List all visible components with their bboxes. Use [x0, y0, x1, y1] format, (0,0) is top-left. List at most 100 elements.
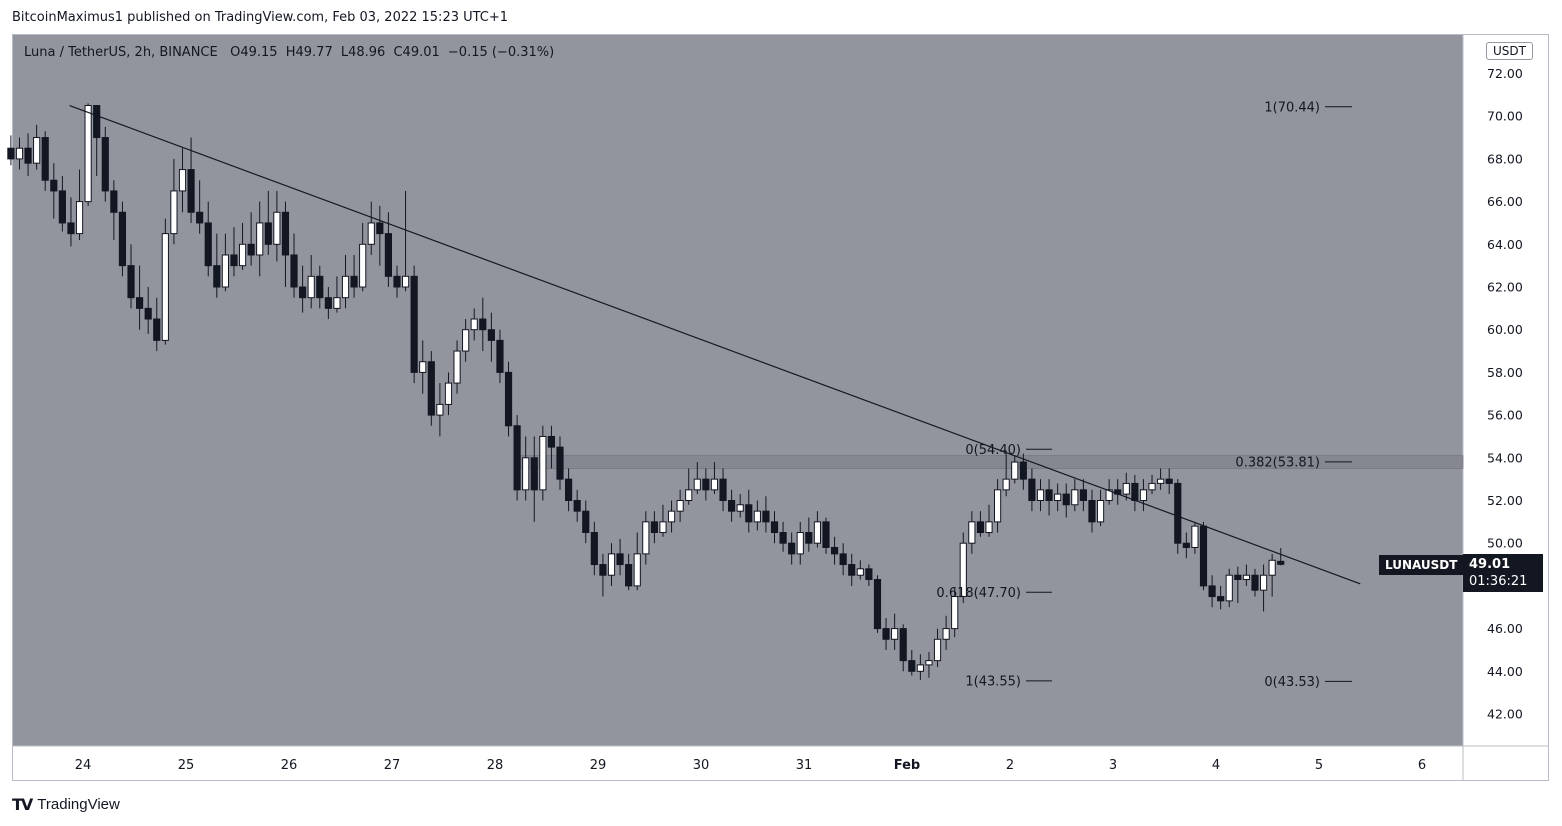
price-tick-label: 44.00 — [1487, 664, 1523, 679]
candle-body — [153, 318, 161, 341]
candle-body — [367, 222, 375, 245]
time-tick-label: 26 — [281, 758, 298, 773]
candle-body — [410, 275, 418, 373]
price-tick-label: 50.00 — [1487, 536, 1523, 551]
price-tick-label: 52.00 — [1487, 493, 1523, 508]
price-tick-label: 68.00 — [1487, 151, 1523, 166]
price-tick-label: 42.00 — [1487, 707, 1523, 722]
price-tick-label: 46.00 — [1487, 621, 1523, 636]
candle-body — [333, 297, 341, 309]
time-tick-label: Feb — [894, 758, 920, 773]
candle-body — [127, 265, 135, 299]
time-tick-label: 28 — [487, 758, 504, 773]
candle-body — [753, 510, 761, 523]
candle-body — [273, 211, 281, 245]
footer-branding[interactable]: TV TradingView — [12, 795, 120, 814]
candle-body — [1234, 574, 1242, 580]
candle-body — [15, 147, 24, 160]
candle-body — [547, 435, 556, 448]
candle-body — [1131, 482, 1139, 502]
time-axis[interactable]: 24 25 26 27 28 29 30 31 Feb 2 3 4 5 6 — [75, 758, 1426, 773]
candle-body — [1268, 559, 1276, 576]
candle-body — [84, 105, 92, 203]
currency-button[interactable]: USDT — [1486, 42, 1533, 60]
candle-body — [667, 510, 676, 523]
candle-body — [504, 371, 513, 427]
candle-body — [573, 500, 581, 512]
candle-body — [993, 489, 1002, 523]
candle-body — [393, 275, 401, 288]
fib-level-label: 1(43.55) — [965, 674, 1021, 689]
candle-body — [565, 478, 573, 501]
candle-body — [462, 329, 470, 352]
candle-body — [873, 578, 882, 630]
candle-body — [899, 628, 907, 662]
candle-body — [1182, 542, 1190, 548]
candle-body — [436, 403, 444, 416]
candle-body — [770, 521, 779, 534]
legend-change: −0.15 (−0.31%) — [447, 45, 555, 60]
candles-layer — [7, 103, 1285, 680]
legend-symbol[interactable]: Luna / TetherUS, 2h, BINANCE — [24, 45, 218, 60]
candle-body — [650, 521, 658, 534]
candle-body — [144, 307, 152, 320]
legend-low-label: L — [340, 45, 349, 60]
candle-body — [427, 361, 435, 416]
candle-body — [1062, 493, 1070, 506]
candle-body — [384, 233, 393, 277]
legend-open-label: O — [230, 45, 241, 60]
price-tick-label: 64.00 — [1487, 237, 1523, 252]
candle-body — [110, 190, 118, 213]
candle-body — [1259, 574, 1268, 591]
candle-body — [299, 286, 307, 299]
candle-body — [822, 521, 830, 548]
candle-body — [178, 169, 187, 192]
candle-body — [702, 478, 710, 491]
candle-body — [676, 500, 684, 512]
candle-body — [101, 137, 109, 192]
candle-body — [93, 105, 101, 139]
candle-body — [848, 564, 856, 576]
time-tick-label: 29 — [590, 758, 607, 773]
candle-body — [118, 211, 127, 267]
candle-body — [1208, 585, 1216, 598]
candle-body — [307, 275, 315, 299]
candle-body — [1242, 574, 1250, 580]
candle-body — [419, 361, 427, 373]
legend-close-value: 49.01 — [402, 45, 440, 60]
tradingview-logo-icon: TV — [12, 795, 33, 814]
candle-body — [281, 211, 290, 256]
price-tick-label: 56.00 — [1487, 408, 1523, 423]
candle-body — [1011, 461, 1019, 480]
candle-body — [41, 137, 49, 181]
candle-body — [1251, 574, 1259, 591]
candle-body — [1071, 489, 1079, 506]
candle-body — [925, 660, 933, 666]
candle-body — [161, 233, 169, 341]
candle-body — [324, 297, 332, 309]
candle-body — [1191, 525, 1199, 548]
time-tick-label: 31 — [796, 758, 813, 773]
candle-body — [916, 664, 924, 672]
legend-high-value: 49.77 — [295, 45, 333, 60]
candle-body — [7, 147, 15, 160]
candle-body — [908, 660, 916, 672]
candle-body — [1122, 482, 1130, 495]
candle-body — [58, 190, 66, 224]
candle-body — [1002, 478, 1010, 491]
candle-body — [1054, 493, 1062, 502]
last-price-tag: 49.01 01:36:21 — [1463, 554, 1543, 592]
candle-body — [256, 222, 264, 256]
candle-body — [625, 564, 633, 587]
candle-body — [247, 243, 255, 256]
candle-body — [359, 243, 367, 288]
candle-body — [693, 478, 701, 491]
candle-body — [221, 254, 229, 288]
price-tick-label: 54.00 — [1487, 450, 1523, 465]
candle-body — [238, 243, 247, 267]
price-axis[interactable]: 42.0044.0046.0048.0050.0052.0054.0056.00… — [1487, 66, 1523, 722]
candle-body — [1165, 478, 1173, 484]
time-tick-label: 30 — [693, 758, 710, 773]
candle-body — [522, 457, 530, 491]
